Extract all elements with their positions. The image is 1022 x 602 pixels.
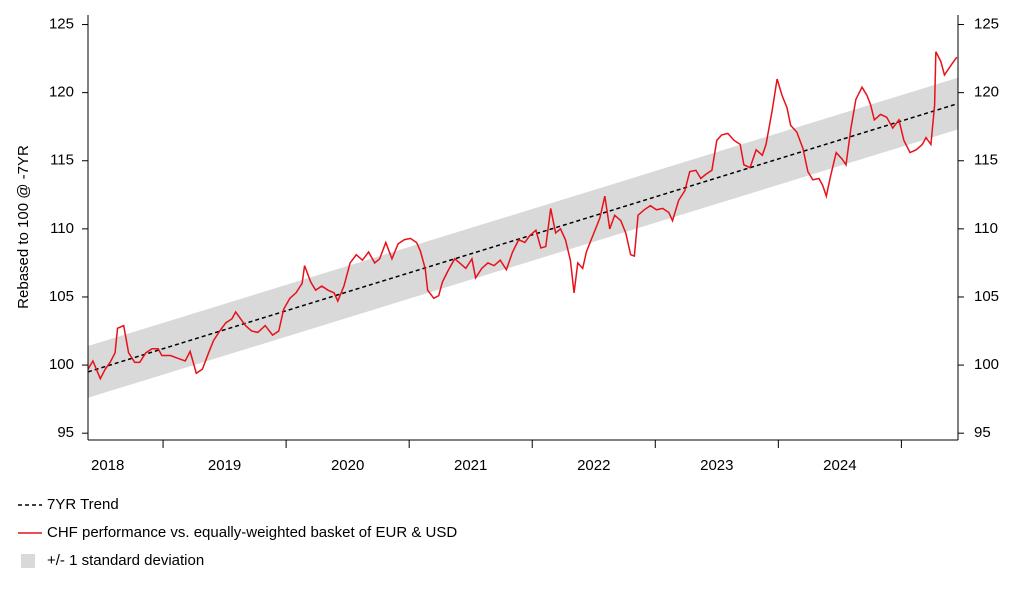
legend-swatch: [21, 554, 35, 568]
y-tick-label: 100: [49, 356, 74, 373]
x-tick-label: 2023: [700, 457, 733, 474]
legend-label: +/- 1 standard deviation: [47, 552, 204, 569]
y2-tick-label: 100: [974, 356, 999, 373]
x-tick-label: 2024: [823, 457, 856, 474]
x-tick-label: 2021: [454, 457, 487, 474]
x-tick-label: 2020: [331, 457, 364, 474]
y-axis-title: Rebased to 100 @ -7YR: [15, 145, 32, 309]
y2-tick-label: 115: [974, 152, 998, 169]
trend-line: [87, 102, 959, 373]
y2-tick-label: 110: [974, 220, 998, 237]
y2-tick-label: 120: [974, 84, 999, 101]
y2-tick-label: 125: [974, 16, 999, 33]
legend-label: 7YR Trend: [47, 496, 119, 513]
y-tick-label: 115: [50, 152, 74, 169]
y-tick-label: 95: [57, 424, 74, 441]
y-tick-label: 125: [49, 16, 74, 33]
x-tick-label: 2022: [577, 457, 610, 474]
x-tick-label: 2019: [208, 457, 241, 474]
y2-tick-label: 95: [974, 424, 991, 441]
y-tick-label: 110: [50, 220, 74, 237]
y-tick-label: 105: [49, 288, 74, 305]
y-tick-label: 120: [49, 84, 74, 101]
y2-tick-label: 105: [974, 288, 999, 305]
legend-label: CHF performance vs. equally-weighted bas…: [47, 524, 457, 541]
data-line: [87, 51, 958, 381]
x-tick-label: 2018: [91, 457, 124, 474]
